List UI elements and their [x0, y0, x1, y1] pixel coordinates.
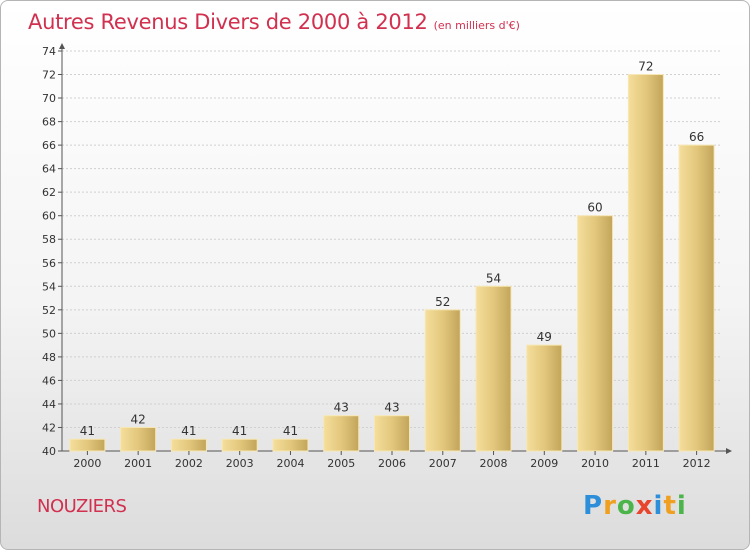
- bar-2003: [221, 438, 258, 452]
- data-label-2000: 41: [80, 424, 95, 438]
- data-label-2003: 41: [232, 424, 247, 438]
- y-tick-label: 74: [42, 45, 56, 58]
- y-tick-label: 40: [42, 445, 56, 458]
- y-tick-label: 42: [42, 421, 56, 434]
- x-tick-label-2007: 2007: [429, 457, 457, 470]
- y-tick-label: 58: [42, 233, 56, 246]
- bar-2009: [526, 344, 563, 452]
- data-label-2010: 60: [587, 201, 602, 215]
- x-tick-label-2010: 2010: [581, 457, 609, 470]
- y-tick-label: 50: [42, 327, 56, 340]
- bar-2011: [627, 74, 664, 452]
- y-tick-label: 44: [42, 398, 56, 411]
- chart-title: Autres Revenus Divers de 2000 à 2012 (en …: [28, 10, 520, 34]
- data-label-2001: 42: [131, 412, 146, 426]
- y-tick-label: 46: [42, 374, 56, 387]
- bar-2006: [374, 415, 410, 452]
- x-tick-label-2005: 2005: [327, 457, 355, 470]
- y-tick-label: 56: [42, 257, 56, 270]
- bar-2008: [475, 285, 512, 452]
- x-tick-label-2002: 2002: [175, 457, 203, 470]
- x-tick-label-2001: 2001: [124, 457, 152, 470]
- y-tick-label: 60: [42, 210, 56, 223]
- bar-2007: [424, 309, 461, 452]
- bar-2002: [170, 438, 207, 452]
- bar-2012: [678, 144, 715, 452]
- proxiti-logo: Proxiti: [583, 491, 687, 521]
- bar-2001: [120, 426, 157, 452]
- data-label-2011: 72: [638, 60, 653, 74]
- bar-2010: [577, 215, 614, 452]
- y-tick-label: 64: [42, 163, 56, 176]
- x-tick-label-2012: 2012: [683, 457, 711, 470]
- x-tick-label-2011: 2011: [632, 457, 660, 470]
- data-label-2007: 52: [435, 295, 450, 309]
- x-tick-label-2006: 2006: [378, 457, 406, 470]
- data-label-2005: 43: [334, 401, 349, 415]
- y-tick-label: 68: [42, 116, 56, 129]
- x-axis-arrow: [726, 448, 732, 454]
- x-tick-label-2000: 2000: [73, 457, 101, 470]
- bar-2005: [323, 415, 360, 452]
- y-tick-label: 52: [42, 304, 56, 317]
- chart-subtitle: (en milliers d'€): [433, 19, 520, 32]
- y-tick-label: 48: [42, 351, 56, 364]
- bar-2000: [69, 438, 106, 452]
- x-tick-label-2003: 2003: [226, 457, 254, 470]
- x-tick-label-2004: 2004: [276, 457, 304, 470]
- y-tick-label: 70: [42, 92, 56, 105]
- commune-name: NOUZIERS: [37, 496, 127, 517]
- y-tick-label: 54: [42, 280, 56, 293]
- data-label-2009: 49: [537, 330, 552, 344]
- y-tick-label: 62: [42, 186, 56, 199]
- data-label-2008: 54: [486, 271, 501, 285]
- x-tick-label-2009: 2009: [530, 457, 558, 470]
- y-axis-arrow: [59, 43, 65, 49]
- data-label-2002: 41: [181, 424, 196, 438]
- data-label-2006: 43: [384, 401, 399, 415]
- y-tick-label: 72: [42, 69, 56, 82]
- y-tick-label: 66: [42, 139, 56, 152]
- bar-2004: [272, 438, 309, 452]
- chart-title-text: Autres Revenus Divers de 2000 à 2012: [28, 10, 428, 34]
- data-label-2004: 41: [283, 424, 298, 438]
- data-label-2012: 66: [689, 130, 704, 144]
- x-tick-label-2008: 2008: [480, 457, 508, 470]
